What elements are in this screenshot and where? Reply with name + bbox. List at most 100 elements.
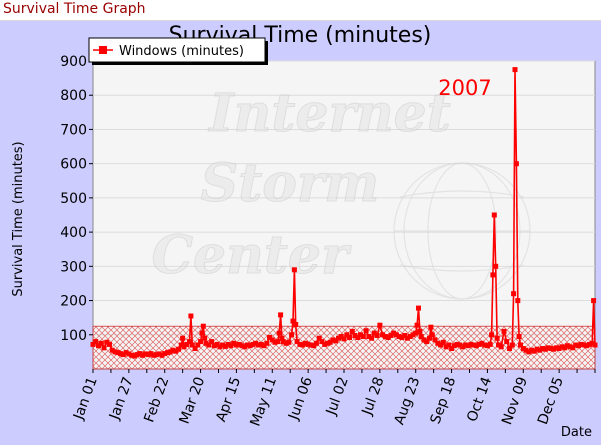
- x-tick-label: Aug 23: [391, 375, 423, 427]
- legend: Windows (minutes): [88, 37, 268, 65]
- x-tick-label: Nov 09: [499, 375, 531, 427]
- data-point: [366, 334, 372, 339]
- data-point: [192, 346, 198, 351]
- data-point: [391, 330, 397, 336]
- data-point: [151, 352, 157, 358]
- data-point: [468, 341, 474, 347]
- data-point: [562, 345, 568, 351]
- data-point: [417, 328, 423, 334]
- data-point: [165, 350, 170, 356]
- data-point: [592, 342, 598, 348]
- data-point: [112, 349, 118, 355]
- data-point: [496, 342, 501, 348]
- data-point: [293, 322, 299, 327]
- data-point: [199, 330, 205, 336]
- data-point: [134, 352, 140, 358]
- data-point: [272, 339, 278, 345]
- data-point: [428, 324, 434, 330]
- data-point: [363, 328, 369, 334]
- data-point: [540, 346, 546, 351]
- data-point: [187, 339, 192, 345]
- data-point: [305, 341, 311, 347]
- y-tick-label: 300: [60, 259, 87, 275]
- data-point: [162, 351, 168, 357]
- data-point: [258, 341, 264, 347]
- data-point: [200, 323, 206, 329]
- data-point: [267, 335, 272, 340]
- data-point: [529, 347, 535, 353]
- x-tick-label: Oct 14: [464, 375, 495, 424]
- data-point: [435, 340, 441, 346]
- data-point: [264, 340, 270, 346]
- data-point: [438, 342, 443, 348]
- data-point: [289, 332, 295, 338]
- data-point: [369, 335, 375, 341]
- data-point: [115, 350, 121, 356]
- data-point: [382, 334, 388, 339]
- data-point: [518, 342, 523, 348]
- data-point: [316, 335, 322, 341]
- data-point: [325, 340, 330, 346]
- y-tick-label: 900: [60, 54, 87, 70]
- data-point: [280, 339, 286, 345]
- data-point: [181, 344, 187, 350]
- data-point: [490, 272, 496, 278]
- data-point: [385, 335, 391, 340]
- data-point: [333, 338, 339, 344]
- data-point: [145, 352, 151, 358]
- data-point: [443, 344, 449, 350]
- data-point: [355, 335, 361, 340]
- data-point: [416, 305, 421, 311]
- x-tick-label: Mar 20: [177, 375, 209, 426]
- data-point: [118, 351, 124, 357]
- globe-watermark: [393, 162, 531, 300]
- x-tick-label: Jan 27: [106, 375, 136, 423]
- y-axis-label: Survival Time (minutes): [11, 141, 26, 296]
- data-point: [473, 343, 479, 349]
- data-point: [123, 350, 129, 356]
- data-point: [494, 335, 500, 341]
- data-point: [399, 335, 405, 340]
- data-point: [360, 334, 366, 339]
- legend-box: [88, 37, 266, 63]
- data-point: [587, 341, 592, 347]
- data-point: [294, 339, 300, 345]
- data-point: [553, 345, 559, 351]
- data-point: [167, 349, 173, 355]
- data-point: [396, 334, 402, 339]
- y-tick-label: 200: [60, 294, 87, 310]
- data-point: [407, 334, 413, 339]
- data-point: [341, 336, 347, 342]
- data-point: [297, 341, 303, 347]
- data-point: [429, 332, 435, 338]
- data-point: [198, 339, 204, 345]
- data-point: [137, 351, 143, 357]
- data-point: [159, 352, 165, 358]
- data-point: [195, 342, 201, 348]
- data-point: [559, 344, 565, 350]
- data-point: [414, 322, 420, 328]
- data-point: [476, 341, 482, 347]
- data-point: [358, 332, 363, 338]
- data-point: [253, 340, 259, 346]
- data-point: [278, 312, 284, 318]
- data-point: [424, 339, 430, 345]
- data-point: [352, 333, 358, 338]
- data-point: [176, 346, 181, 352]
- data-point: [156, 351, 162, 357]
- data-point: [98, 340, 104, 346]
- data-point: [96, 343, 101, 349]
- data-point: [236, 341, 242, 347]
- data-point: [347, 335, 352, 340]
- data-point: [349, 328, 355, 334]
- data-point: [275, 339, 281, 345]
- data-point: [537, 347, 543, 353]
- data-point: [493, 263, 499, 269]
- data-point: [231, 340, 237, 346]
- data-point: [479, 340, 485, 346]
- data-point: [228, 343, 234, 349]
- y-tick-label: 500: [60, 191, 87, 207]
- data-point: [418, 334, 424, 339]
- data-point: [471, 342, 477, 348]
- data-point: [440, 339, 446, 345]
